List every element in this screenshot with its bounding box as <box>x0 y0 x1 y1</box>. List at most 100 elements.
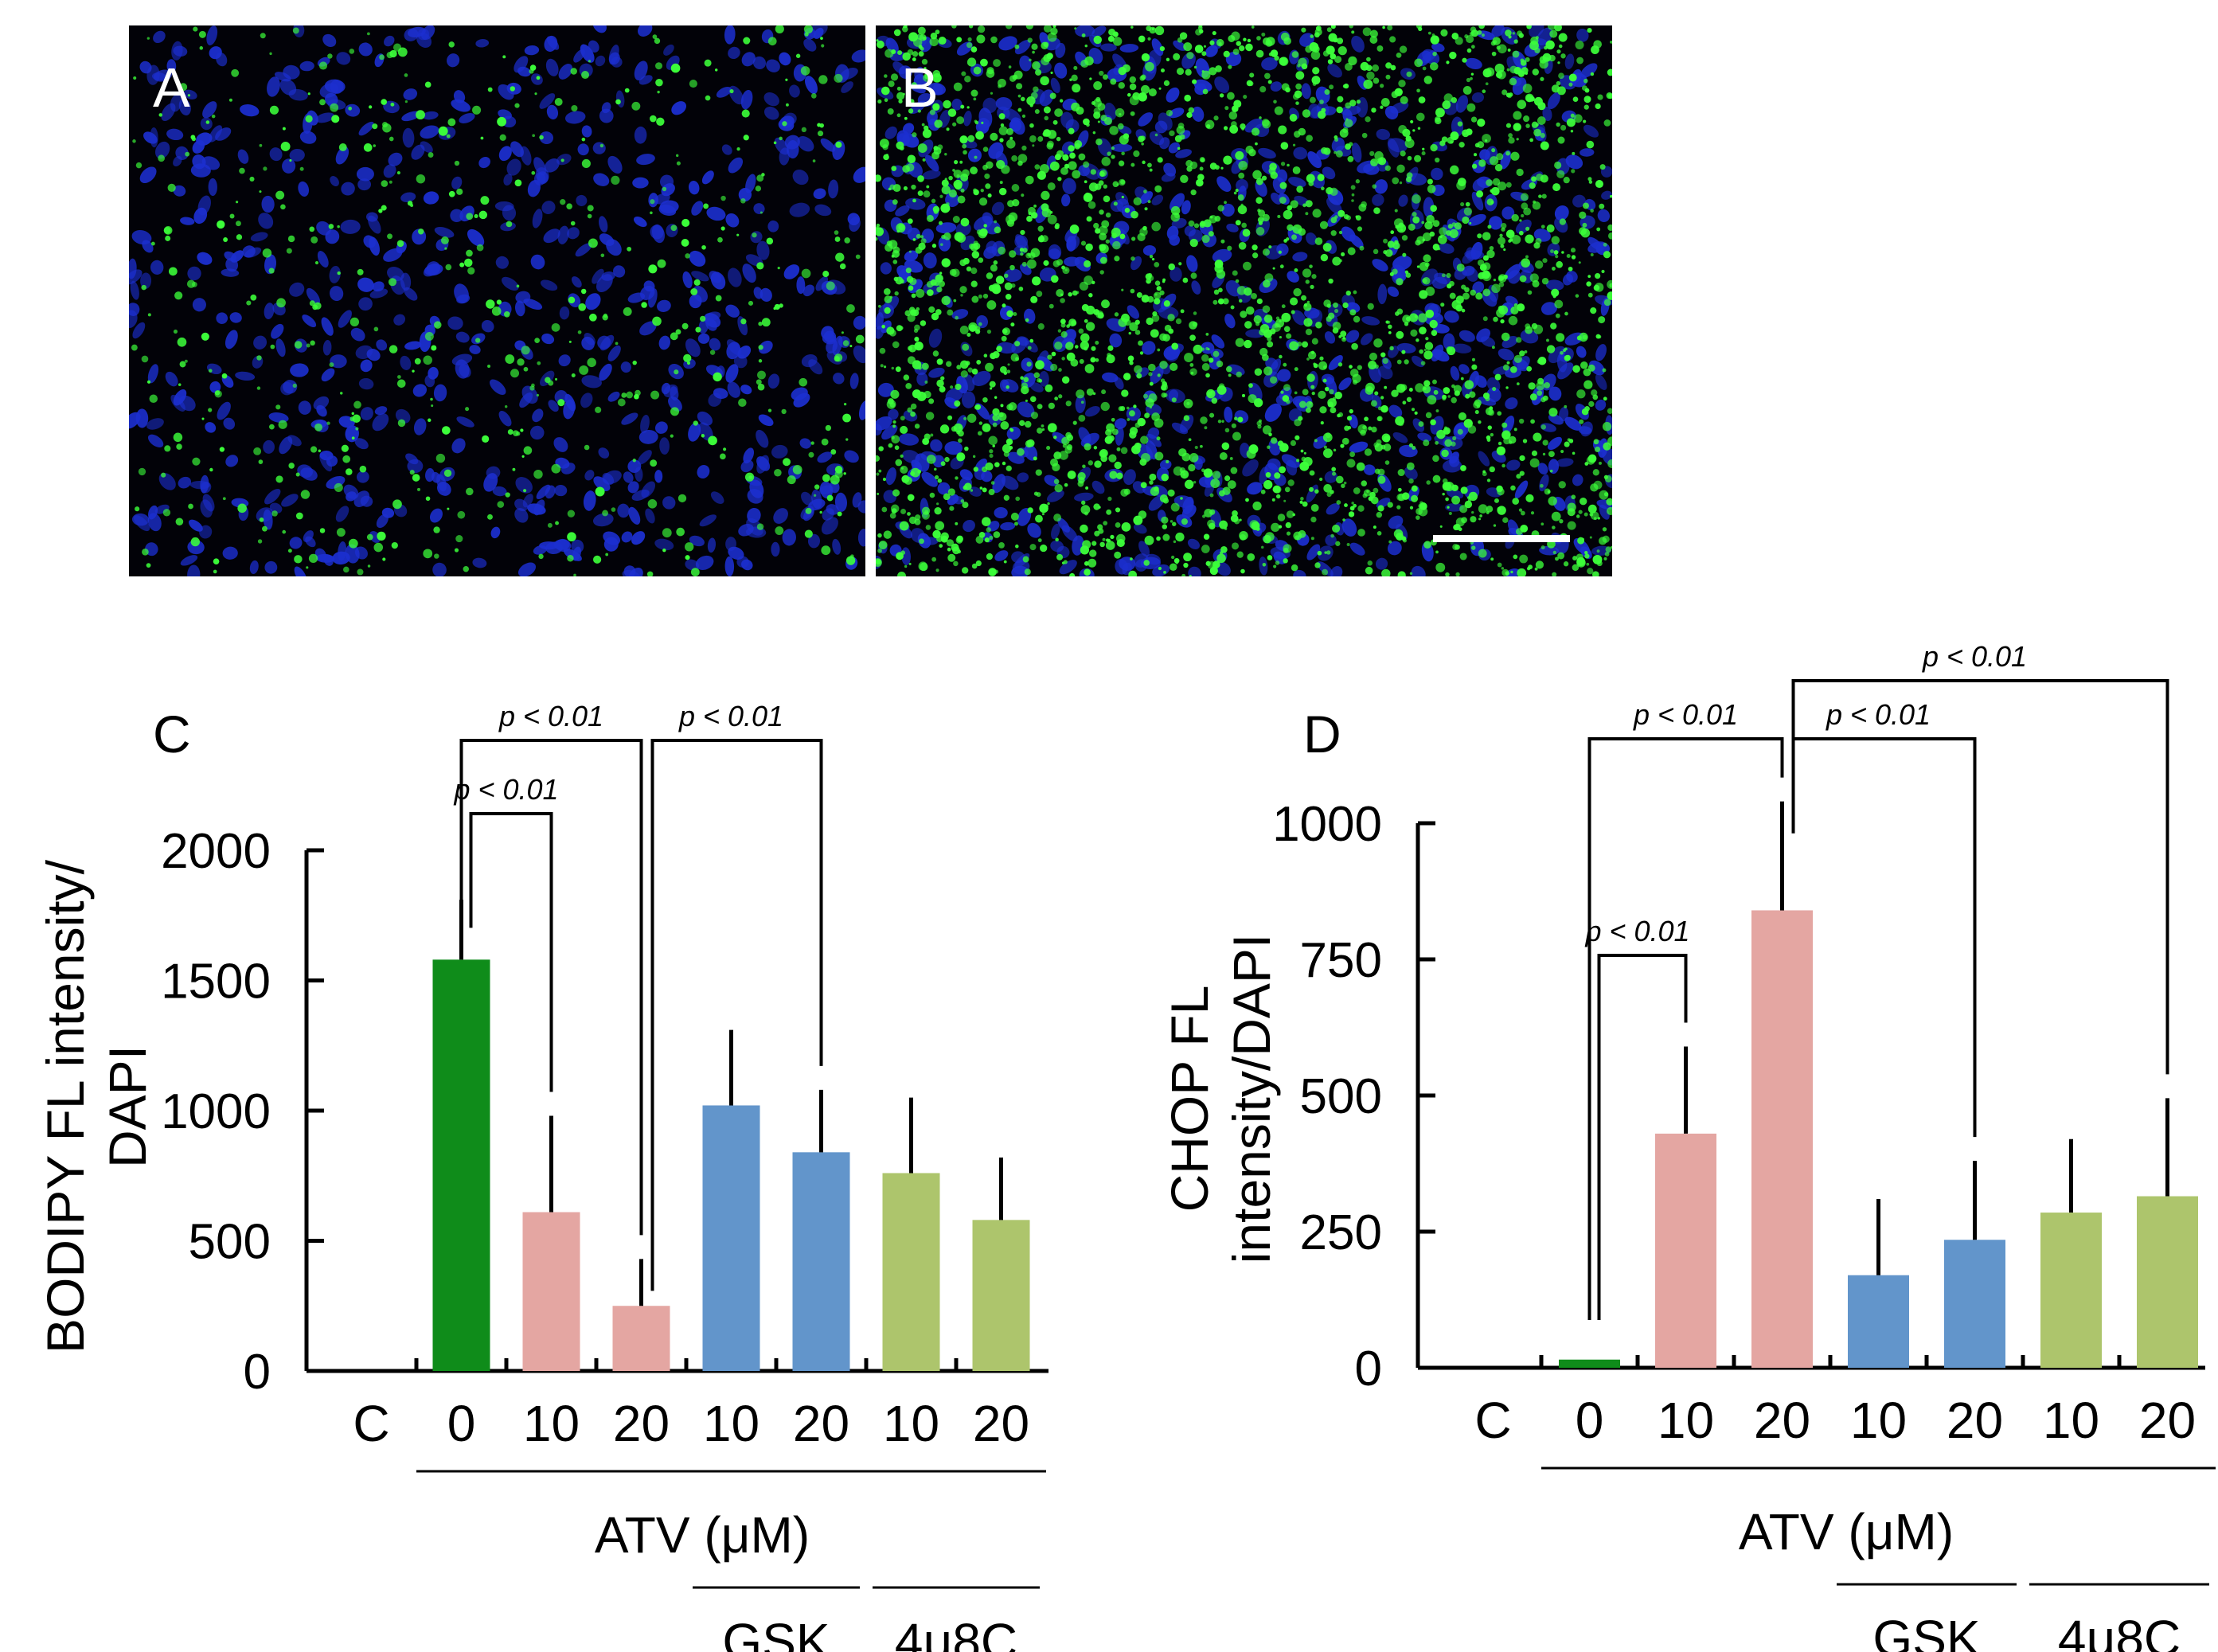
stain-spot <box>1584 462 1589 466</box>
nucleus <box>315 112 335 123</box>
stain-spot <box>1332 471 1337 476</box>
nucleus <box>1576 346 1587 358</box>
stain-spot <box>1572 556 1578 561</box>
stain-spot <box>801 127 807 132</box>
stain-spot <box>615 342 619 346</box>
stain-spot <box>932 103 940 111</box>
stain-spot <box>506 221 513 228</box>
stain-spot <box>138 467 146 476</box>
nucleus <box>1537 463 1548 475</box>
nucleus <box>1142 245 1157 256</box>
nucleus <box>858 400 865 420</box>
nucleus <box>760 287 772 302</box>
nucleus <box>632 177 649 189</box>
nucleus <box>498 410 512 427</box>
stain-spot <box>922 158 926 162</box>
nucleus <box>1548 386 1562 401</box>
stain-spot <box>1587 454 1597 463</box>
nucleus <box>951 98 963 111</box>
nucleus <box>1276 169 1288 183</box>
stain-spot <box>650 459 658 467</box>
stain-spot <box>221 373 228 379</box>
x-tick-label: 20 <box>2139 1392 2196 1449</box>
stain-spot <box>1116 447 1121 451</box>
nucleus <box>921 471 938 487</box>
nucleus <box>1037 356 1054 372</box>
nucleus <box>338 310 352 328</box>
stain-spot <box>1035 360 1045 370</box>
stain-spot <box>1500 318 1505 324</box>
nucleus <box>250 232 268 242</box>
nucleus <box>1375 557 1388 570</box>
stain-spot <box>917 109 921 113</box>
stain-spot <box>897 50 903 56</box>
stain-spot <box>551 322 560 332</box>
nucleus <box>1417 432 1432 442</box>
x-tick-label: 10 <box>1658 1392 1714 1449</box>
stain-spot <box>670 225 678 232</box>
stain-spot <box>1540 545 1545 550</box>
stain-spot <box>1319 477 1323 482</box>
stain-spot <box>842 413 852 423</box>
bar <box>1751 910 1813 1368</box>
stain-spot <box>537 361 541 365</box>
stain-spot <box>1365 566 1373 575</box>
stain-spot <box>1604 552 1610 557</box>
stain-spot <box>1286 531 1291 536</box>
stain-spot <box>966 57 977 67</box>
stain-spot <box>510 369 520 378</box>
stain-spot <box>1607 291 1612 300</box>
stain-spot <box>149 394 158 404</box>
nucleus <box>1179 414 1194 433</box>
stain-spot <box>289 158 292 162</box>
nucleus <box>216 312 228 325</box>
stain-spot <box>1004 273 1009 278</box>
stain-spot <box>1478 420 1482 424</box>
nucleus <box>634 61 648 81</box>
stain-spot <box>652 34 658 39</box>
nucleus <box>411 144 425 160</box>
nucleus <box>745 174 756 193</box>
nucleus <box>506 158 521 176</box>
nucleus <box>147 364 159 384</box>
stain-spot <box>459 262 465 268</box>
nucleus <box>1258 147 1276 159</box>
stain-spot <box>299 166 304 171</box>
stain-spot <box>1170 502 1180 512</box>
nucleus <box>1205 45 1218 57</box>
nucleus <box>738 187 752 202</box>
stain-spot <box>779 136 783 141</box>
stain-spot <box>1072 170 1081 179</box>
stain-spot <box>1264 273 1274 283</box>
stain-spot <box>1245 145 1254 154</box>
nucleus <box>450 209 463 222</box>
nucleus <box>801 491 814 506</box>
nucleus <box>832 538 842 555</box>
stain-spot <box>404 100 408 103</box>
stain-spot <box>1345 290 1351 296</box>
nucleus <box>813 188 826 199</box>
stain-spot <box>1269 162 1277 171</box>
stain-spot <box>1430 35 1439 45</box>
stain-spot <box>1556 333 1565 342</box>
nucleus <box>1502 415 1515 435</box>
stain-spot <box>804 32 809 37</box>
stain-spot <box>1594 446 1601 453</box>
bar <box>702 1105 760 1371</box>
stain-spot <box>1388 330 1392 334</box>
nucleus <box>1015 234 1029 252</box>
stain-spot <box>487 514 493 520</box>
stain-spot <box>1240 568 1245 574</box>
y-tick-label: 2000 <box>161 824 271 879</box>
stain-spot <box>1373 338 1383 348</box>
nucleus <box>275 338 286 357</box>
nucleus <box>599 216 608 233</box>
stain-spot <box>1133 150 1140 158</box>
stain-spot <box>882 478 887 482</box>
nucleus <box>510 141 524 158</box>
nucleus <box>263 439 275 454</box>
stain-spot <box>373 326 379 332</box>
nucleus <box>685 559 699 571</box>
nucleus <box>728 268 742 287</box>
nucleus <box>400 192 416 203</box>
